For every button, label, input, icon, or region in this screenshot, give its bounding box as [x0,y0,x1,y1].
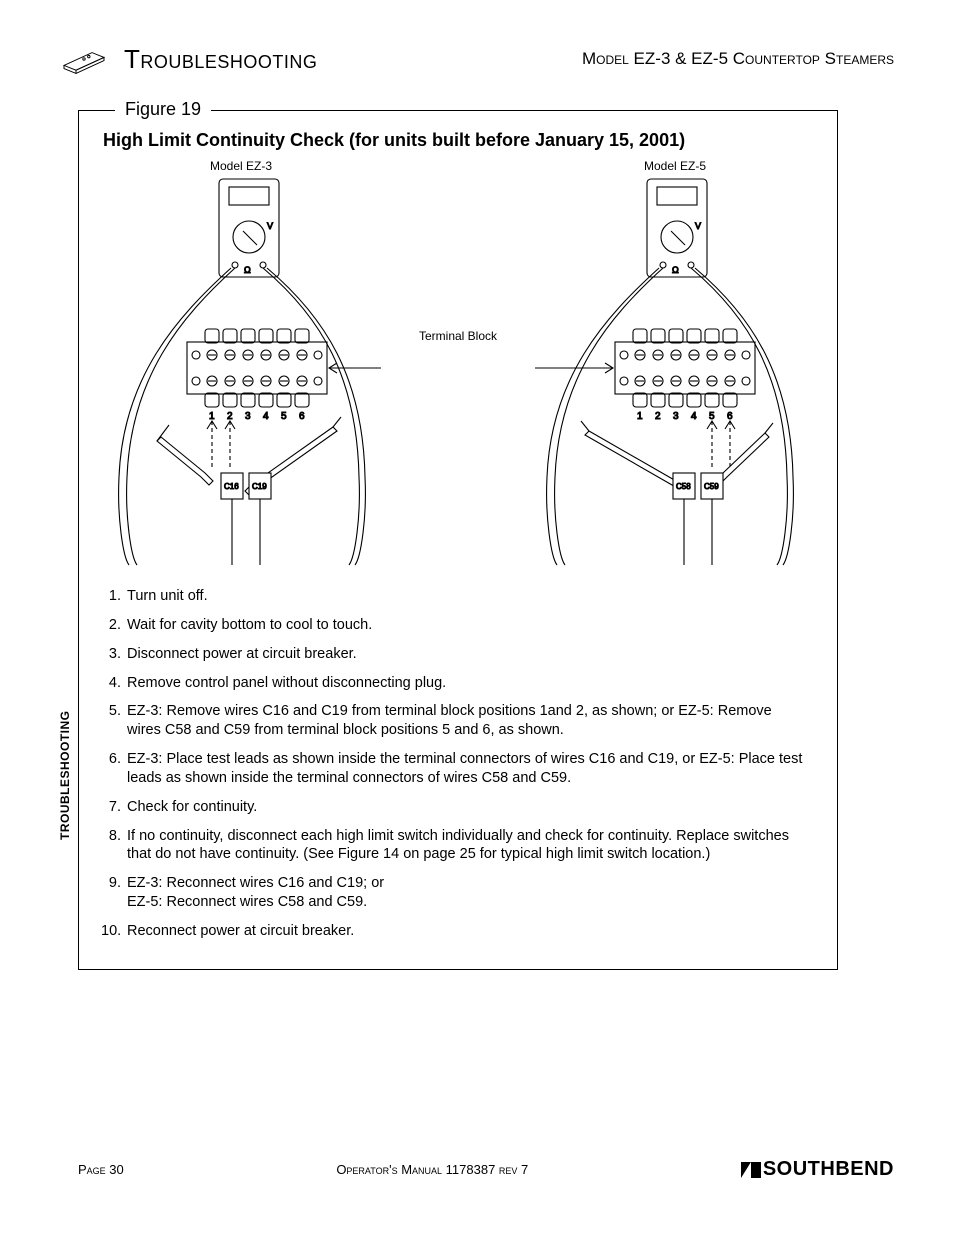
figure-title: High Limit Continuity Check (for units b… [97,130,819,151]
step-list: 1.Turn unit off. 2.Wait for cavity botto… [97,587,819,941]
figure-label: Figure 19 [115,99,211,120]
svg-text:1: 1 [637,411,643,422]
manual-id: Operator's Manual 1178387 rev 7 [336,1162,528,1177]
step-item: 6.EZ-3: Place test leads as shown inside… [101,750,809,788]
diagram-ez5: Model EZ-5 V Ω [535,159,815,567]
model-label-ez3: Model EZ-3 [101,159,381,173]
svg-text:V: V [267,221,273,231]
step-item: 4.Remove control panel without disconnec… [101,674,809,693]
step-item: 5.EZ-3: Remove wires C16 and C19 from te… [101,702,809,740]
side-tab: TROUBLESHOOTING [58,711,72,841]
step-item: 8.If no continuity, disconnect each high… [101,827,809,865]
page-header: Troubleshooting Model EZ-3 & EZ-5 Counte… [60,42,894,76]
svg-text:2: 2 [655,411,661,422]
svg-text:3: 3 [245,411,251,422]
brand-logo: SOUTHBEND [741,1158,894,1181]
svg-text:C16: C16 [224,482,239,491]
brand-logo-icon [741,1162,761,1178]
step-item: 7.Check for continuity. [101,798,809,817]
terminal-block-label: Terminal Block [79,329,837,343]
svg-text:6: 6 [299,411,305,422]
svg-text:3: 3 [673,411,679,422]
model-title: Model EZ-3 & EZ-5 Countertop Steamers [582,49,894,69]
page-number: Page 30 [78,1162,124,1177]
step-item: 10.Reconnect power at circuit breaker. [101,922,809,941]
diagram-row: Model EZ-3 V Ω [97,159,819,577]
svg-text:C19: C19 [252,482,267,491]
brand-text: SOUTHBEND [763,1158,894,1181]
svg-text:5: 5 [281,411,287,422]
figure-box: Figure 19 High Limit Continuity Check (f… [78,110,838,970]
step-item: 1.Turn unit off. [101,587,809,606]
svg-text:Ω: Ω [672,265,679,275]
diagram-ez3: Model EZ-3 V Ω [101,159,381,567]
header-left: Troubleshooting [60,42,317,76]
section-title: Troubleshooting [124,44,317,75]
steamer-icon [60,42,108,76]
step-item: 9.EZ-3: Reconnect wires C16 and C19; or … [101,874,809,912]
diagram-ez5-svg: V Ω [535,177,815,567]
step-item: 3.Disconnect power at circuit breaker. [101,645,809,664]
page-footer: Page 30 Operator's Manual 1178387 rev 7 … [78,1158,894,1181]
svg-text:C58: C58 [676,482,691,491]
svg-text:V: V [695,221,701,231]
step-item: 2.Wait for cavity bottom to cool to touc… [101,616,809,635]
svg-text:4: 4 [691,411,697,422]
svg-text:C59: C59 [704,482,719,491]
diagram-ez3-svg: V Ω [101,177,381,567]
svg-text:Ω: Ω [244,265,251,275]
model-label-ez5: Model EZ-5 [535,159,815,173]
svg-text:4: 4 [263,411,269,422]
